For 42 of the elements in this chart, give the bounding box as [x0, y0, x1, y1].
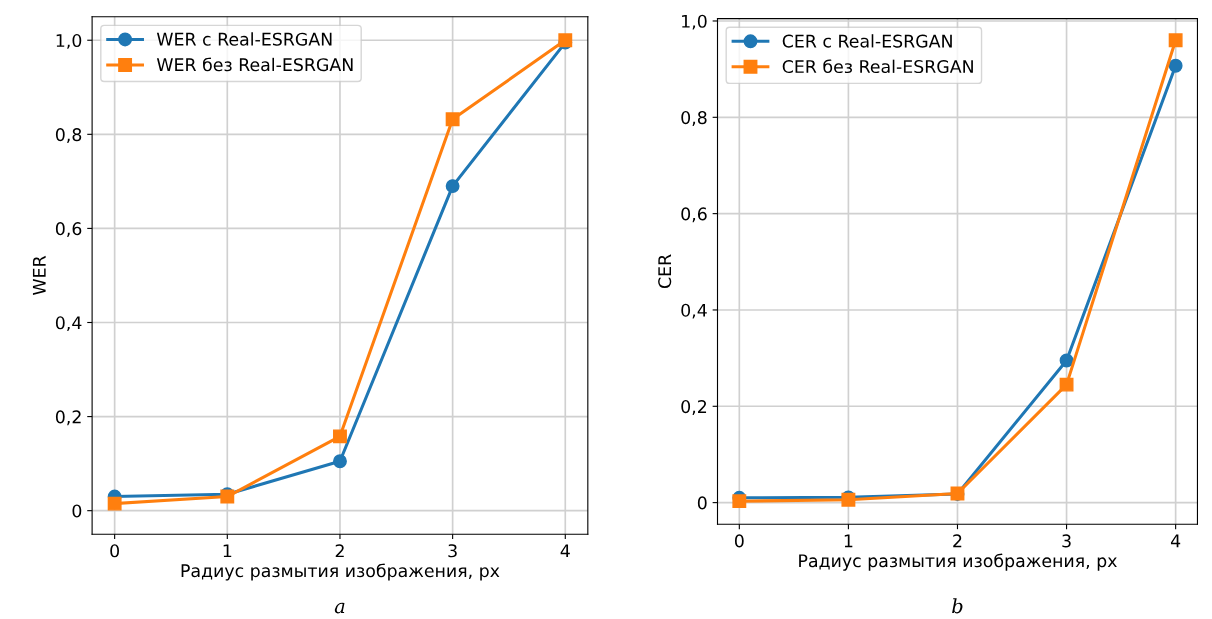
y-tick-label: 0,8	[681, 111, 707, 126]
y-tick-label: 1,0	[56, 33, 82, 49]
x-tick-label: 1	[223, 544, 232, 558]
x-tick-label: 4	[560, 544, 570, 558]
legend-label: WER с Real-ESRGAN	[156, 32, 332, 46]
point	[445, 179, 460, 194]
y-tick-label: 0,4	[681, 303, 707, 319]
point	[1059, 353, 1074, 368]
text: b	[952, 598, 963, 614]
point	[107, 496, 122, 511]
x-tick-label: 0	[734, 534, 744, 548]
x-tick-label: 2	[335, 544, 344, 558]
point	[732, 494, 747, 509]
y-axis-title: WER	[32, 255, 46, 295]
y-tick-label: 1,0	[682, 14, 707, 30]
y-tick-label: 0	[697, 496, 707, 510]
x-axis-title: Радиус размытия изображения, px	[181, 563, 500, 581]
point	[1059, 377, 1074, 392]
x-tick-label: 0	[110, 544, 120, 558]
point	[1168, 33, 1183, 48]
y-tick-label: 0,8	[55, 128, 82, 143]
point	[333, 454, 347, 469]
point	[1168, 58, 1183, 73]
x-axis-title: Радиус размытия изображения, px	[799, 553, 1117, 571]
text: a	[334, 602, 345, 614]
legend-label: WER без Real-ESRGAN	[156, 57, 353, 72]
y-tick-label: 0,4	[55, 316, 82, 332]
x-tick-label: 3	[448, 544, 457, 558]
y-tick-label: 0,6	[55, 222, 82, 238]
point	[333, 429, 347, 444]
y-tick-label: 0,6	[681, 207, 707, 223]
x-tick-label: 4	[1170, 534, 1181, 548]
x-tick-label: 1	[844, 534, 853, 548]
y-tick-label: 0,2	[681, 400, 707, 415]
y-axis-title: CER	[658, 254, 672, 289]
y-tick-label: 0,2	[55, 410, 81, 426]
y-tick-label: 0	[72, 504, 82, 518]
point	[445, 112, 460, 127]
legend-label: CER с Real-ESRGAN	[782, 34, 952, 48]
x-tick-label: 3	[1062, 534, 1071, 548]
legend-label: CER без Real-ESRGAN	[782, 59, 973, 74]
x-tick-label: 2	[953, 534, 962, 548]
